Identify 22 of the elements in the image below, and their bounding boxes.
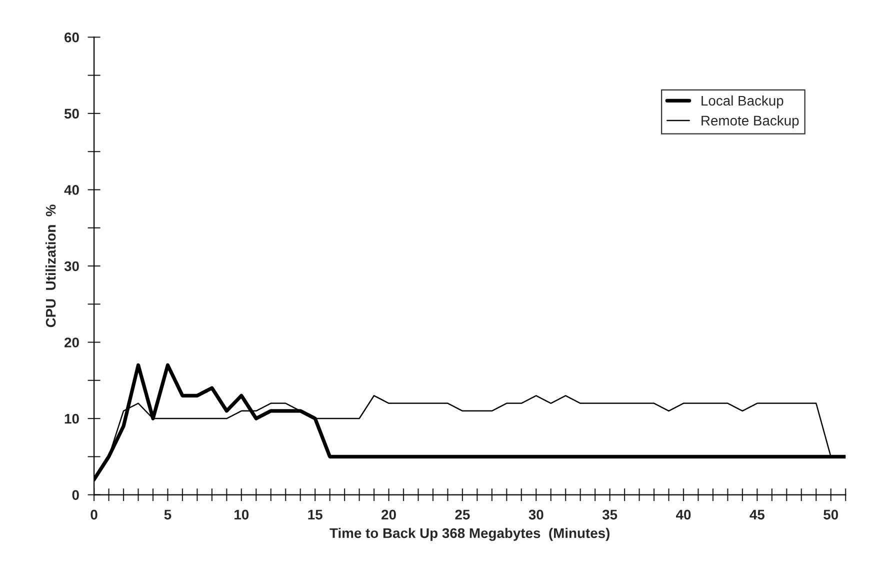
x-tick-label: 20 (382, 510, 396, 520)
y-tick-label: 60 (64, 32, 79, 42)
legend-label: Local Backup (702, 95, 784, 108)
x-tick-label: 50 (824, 510, 838, 520)
x-tick-label: 40 (676, 510, 691, 520)
y-axis-title: CPU Utilization % (46, 204, 56, 328)
y-tick-label: 20 (64, 338, 79, 348)
x-axis-title: Time to Back Up 368 Megabytes (Minutes) (330, 528, 610, 541)
y-tick-label: 0 (72, 490, 79, 500)
x-tick-label: 5 (164, 510, 172, 520)
y-tick-label: 10 (64, 414, 79, 424)
x-tick-label: 25 (455, 510, 470, 520)
x-tick-label: 30 (528, 510, 544, 520)
x-tick-label: 15 (308, 510, 322, 520)
x-tick-label: 0 (90, 510, 98, 520)
y-tick-label: 40 (64, 185, 79, 195)
y-tick-label: 30 (64, 261, 79, 272)
legend-label: Remote Backup (702, 115, 799, 128)
y-tick-label: 50 (64, 108, 79, 119)
x-tick-label: 35 (602, 510, 618, 520)
x-tick-label: 10 (234, 510, 249, 520)
x-tick-label: 45 (750, 510, 765, 520)
